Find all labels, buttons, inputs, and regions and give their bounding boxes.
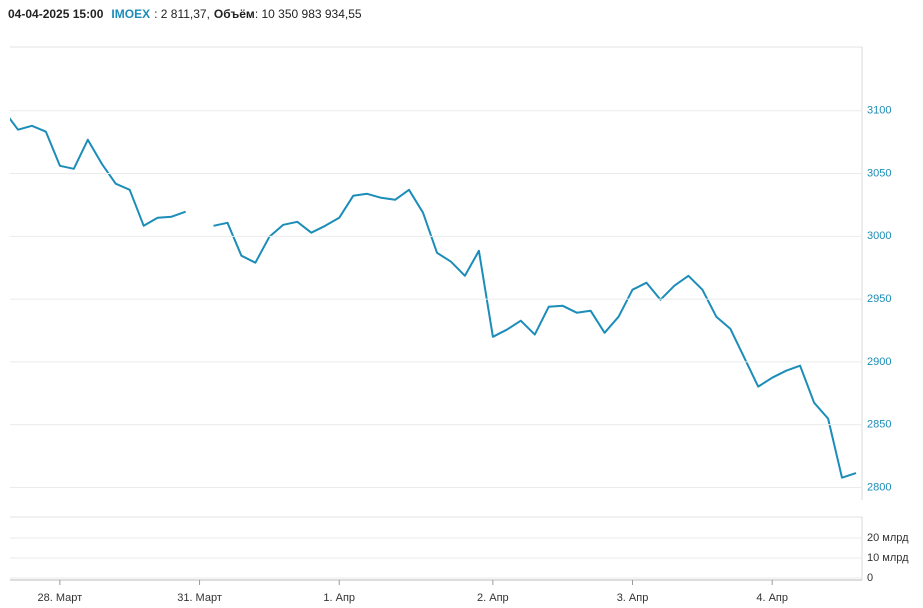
volume-bar [84, 562, 91, 578]
volume-bar [28, 562, 35, 578]
volume-bar [364, 563, 371, 578]
volume-bar [783, 560, 790, 578]
volume-bar [112, 562, 119, 578]
volume-bar [643, 565, 650, 578]
volume-bar [224, 544, 231, 578]
plot-area [10, 117, 860, 578]
volume-bar [671, 566, 678, 578]
price: : 2 811,37, [154, 7, 210, 21]
volume-bar [587, 559, 594, 578]
volume-bar [559, 560, 566, 578]
x-tick-label: 2. Апр [477, 592, 509, 604]
volume: : 10 350 983 934,55 [254, 7, 362, 21]
volume-bar [14, 557, 21, 578]
volume-bar [126, 548, 133, 578]
volume-bar [839, 534, 846, 578]
y-tick-label: 3100 [867, 105, 891, 117]
volume-bar [573, 570, 580, 578]
volume-bar [406, 566, 413, 578]
volume-bar [699, 558, 706, 578]
volume-bar [252, 565, 259, 578]
volume-bar [545, 568, 552, 578]
x-tick-label: 28. Март [38, 592, 83, 604]
volume-bar [280, 567, 287, 578]
y-tick-label: 2800 [867, 481, 891, 493]
volume-bar [713, 564, 720, 578]
volume-bar [238, 559, 245, 578]
volume-bar [168, 561, 175, 578]
volume-bar [797, 559, 804, 578]
volume-bar [336, 567, 343, 578]
volume-bar [98, 548, 105, 578]
y-tick-label: 20 млрд [867, 532, 909, 544]
volume-bar [420, 550, 427, 578]
y-tick-label: 2850 [867, 419, 891, 431]
y-tick-label: 2900 [867, 356, 891, 368]
volume-bar [461, 551, 468, 578]
volume-bar [182, 566, 189, 578]
volume-bar [741, 546, 748, 578]
volume-bar [657, 565, 664, 578]
volume-bar [154, 551, 161, 578]
volume-bar [266, 565, 273, 578]
volume-bar [447, 559, 454, 578]
date: 04-04-2025 15:00 [8, 7, 104, 21]
x-tick-label: 31. Март [177, 592, 222, 604]
volume-bar [811, 557, 818, 578]
price-line [10, 117, 857, 479]
y-tick-label: 3000 [867, 230, 891, 242]
volume-label: Объём [213, 7, 255, 21]
volume-bar [322, 564, 329, 578]
y-tick-label: 3050 [867, 167, 891, 179]
y-tick-label: 0 [867, 572, 873, 584]
volume-bar [308, 562, 315, 578]
y-tick-label: 10 млрд [867, 552, 909, 564]
volume-bar [601, 562, 608, 578]
volume-bar [475, 565, 482, 578]
volume-bar [755, 550, 762, 578]
x-tick-label: 1. Апр [323, 592, 355, 604]
x-tick-label: 4. Апр [756, 592, 788, 604]
volume-bar [517, 564, 524, 578]
ticker: IMOEX [111, 7, 151, 21]
volume-bar [685, 569, 692, 578]
volume-bar [531, 562, 538, 578]
volume-bar [853, 558, 860, 578]
volume-bar [615, 570, 622, 578]
volume-bar [727, 546, 734, 578]
volume-bar [392, 562, 399, 578]
volume-bar [825, 534, 832, 578]
volume-bar [294, 566, 301, 578]
y-tick-label: 2950 [867, 293, 891, 305]
x-tick-label: 3. Апр [617, 592, 649, 604]
volume-bar [42, 570, 49, 578]
header: 04-04-2025 15:00 IMOEX: 2 811,37, Объём: 1… [8, 7, 362, 21]
volume-bar [378, 567, 385, 578]
volume-bar [140, 547, 147, 578]
